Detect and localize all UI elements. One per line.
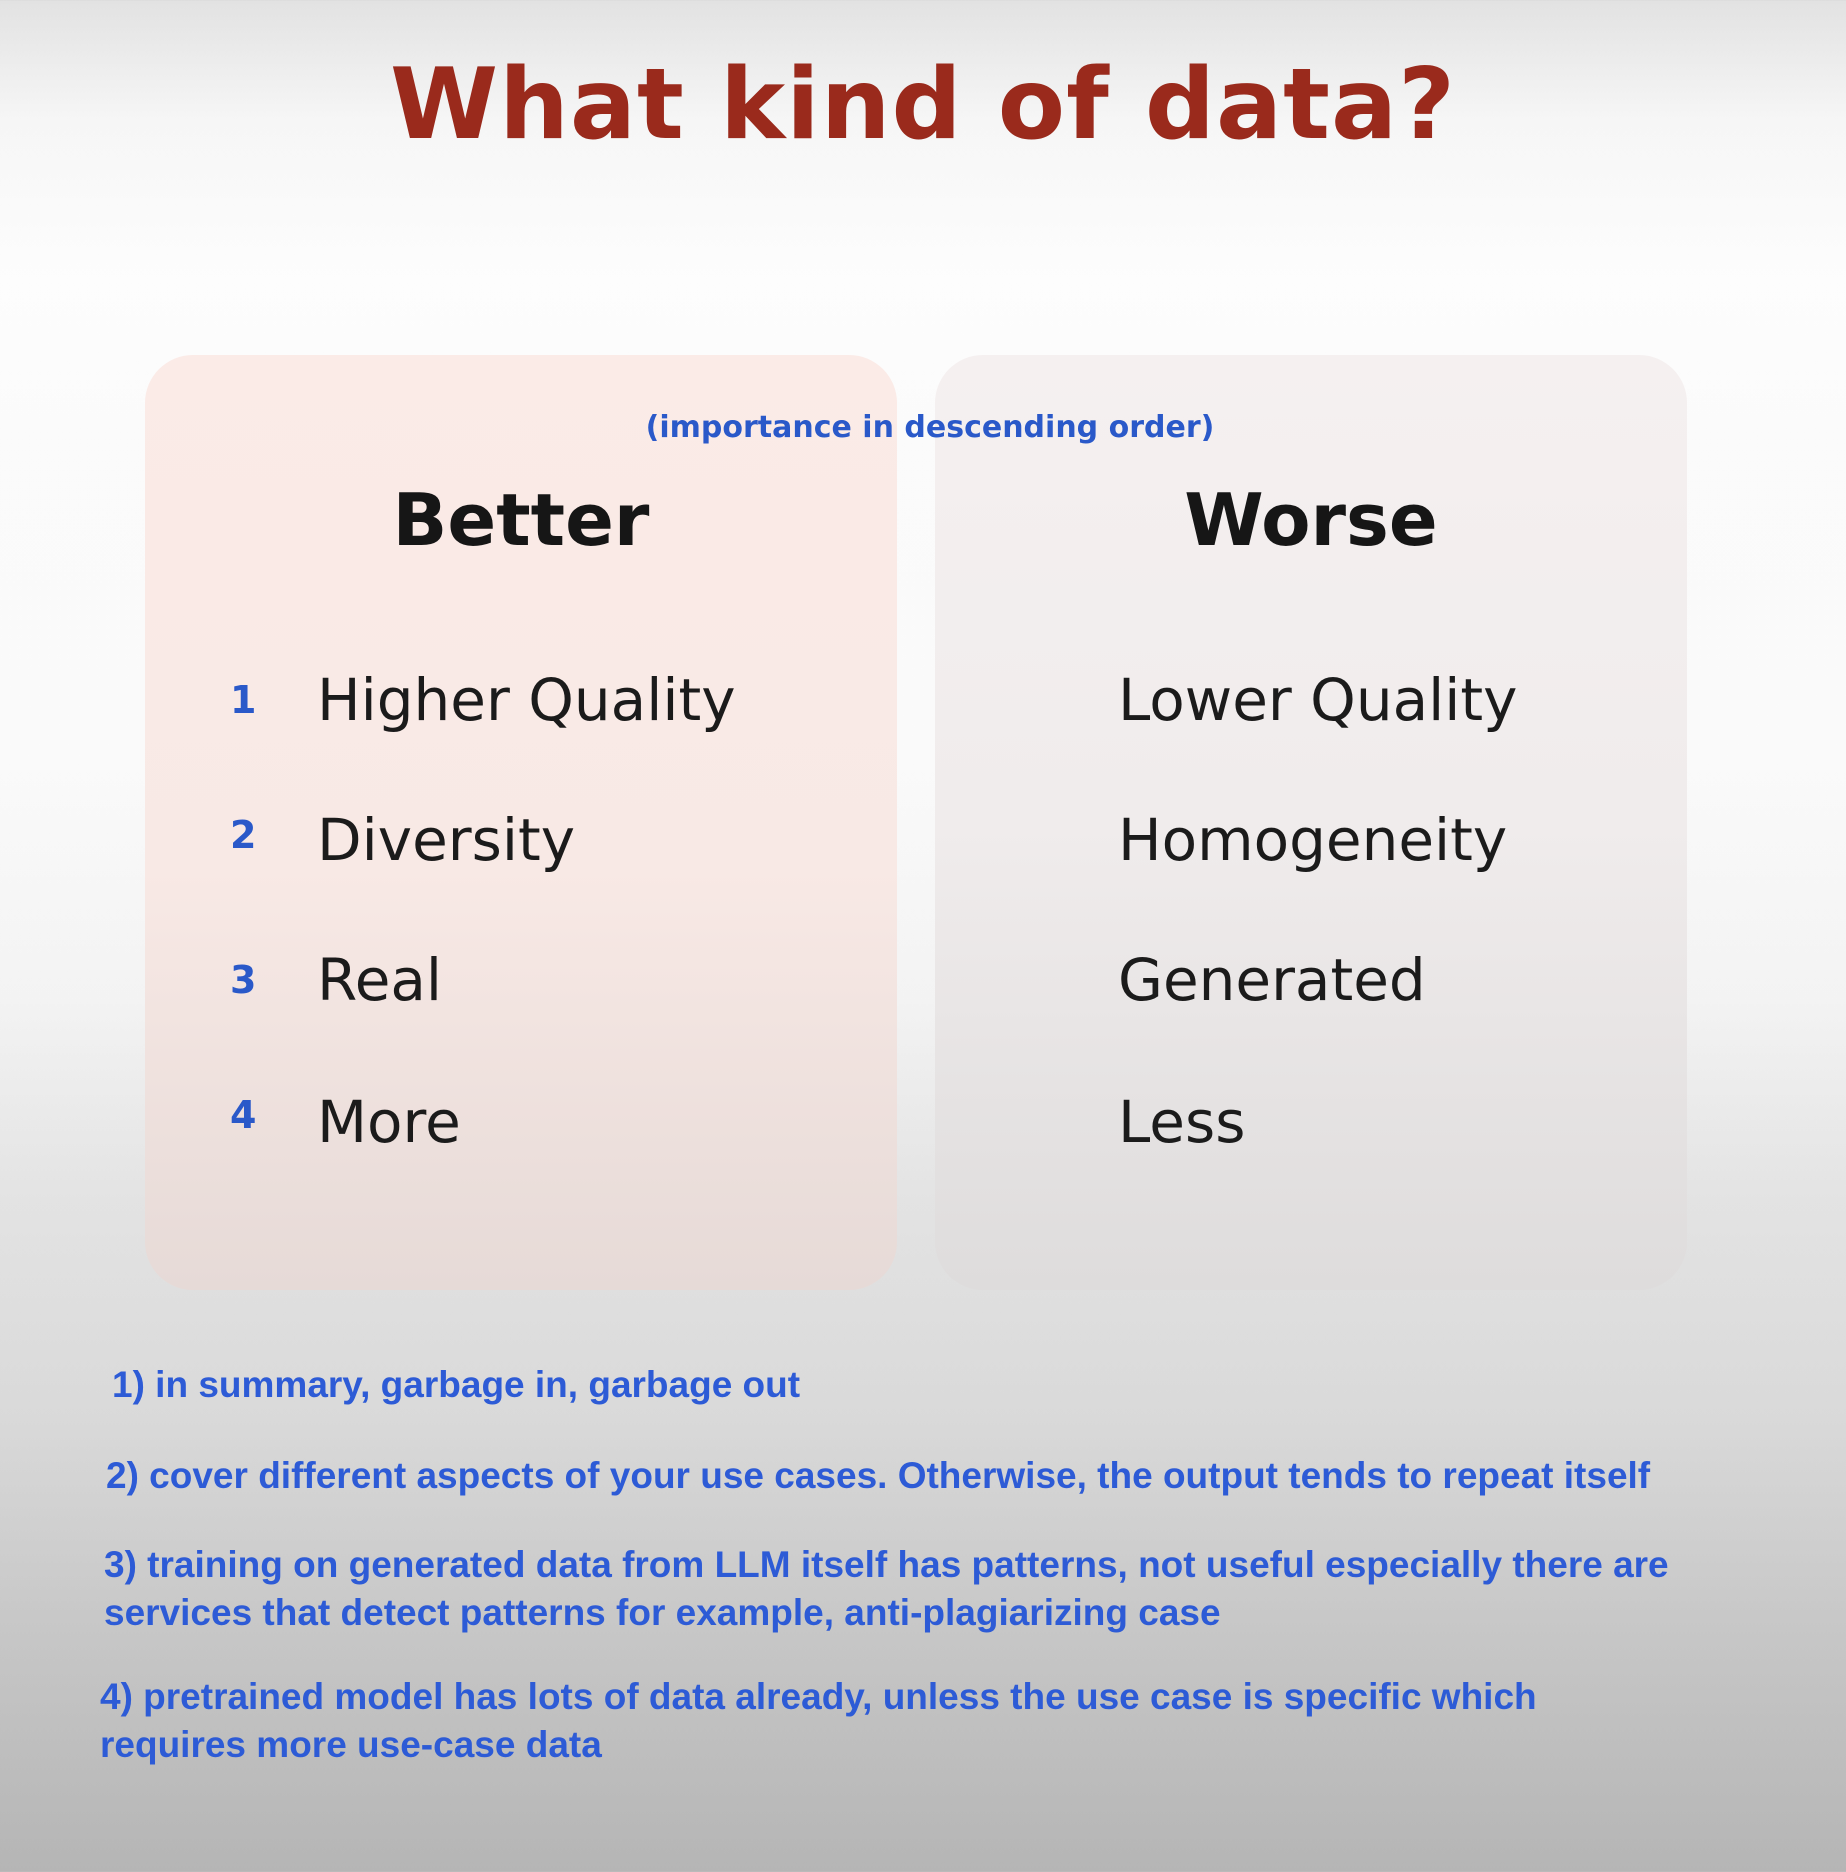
better-item-label: Higher Quality	[317, 666, 736, 734]
note-line: 3) training on generated data from LLM i…	[104, 1544, 1669, 1585]
worse-card: Worse Lower Quality Homogeneity Generate…	[935, 355, 1687, 1290]
page-title: What kind of data?	[390, 48, 1456, 162]
note-line: services that detect patterns for exampl…	[104, 1592, 1221, 1633]
better-item-label: Diversity	[317, 806, 576, 874]
note-3: 3) training on generated data from LLM i…	[104, 1541, 1669, 1637]
better-item-label: More	[317, 1088, 461, 1156]
worse-item-label: Homogeneity	[1118, 806, 1508, 874]
worse-heading: Worse	[1184, 478, 1438, 562]
worse-item-label: Generated	[1118, 946, 1426, 1014]
better-card: Better 1 Higher Quality 2 Diversity 3 Re…	[145, 355, 897, 1290]
worse-item-label: Less	[1118, 1088, 1246, 1156]
better-item-number: 4	[230, 1093, 257, 1137]
note-line: requires more use-case data	[100, 1724, 602, 1765]
note-4: 4) pretrained model has lots of data alr…	[100, 1673, 1537, 1769]
worse-item-label: Lower Quality	[1118, 666, 1518, 734]
note-1: 1) in summary, garbage in, garbage out	[112, 1361, 800, 1409]
note-line: 4) pretrained model has lots of data alr…	[100, 1676, 1537, 1717]
note-line: 1) in summary, garbage in, garbage out	[112, 1364, 801, 1405]
better-heading: Better	[392, 478, 650, 562]
importance-note: (importance in descending order)	[645, 410, 1215, 445]
better-item-label: Real	[317, 946, 443, 1014]
better-item-number: 2	[230, 813, 257, 857]
note-line: 2) cover different aspects of your use c…	[106, 1455, 1651, 1496]
note-2: 2) cover different aspects of your use c…	[106, 1452, 1650, 1500]
better-item-number: 3	[230, 958, 257, 1002]
better-item-number: 1	[230, 678, 257, 722]
